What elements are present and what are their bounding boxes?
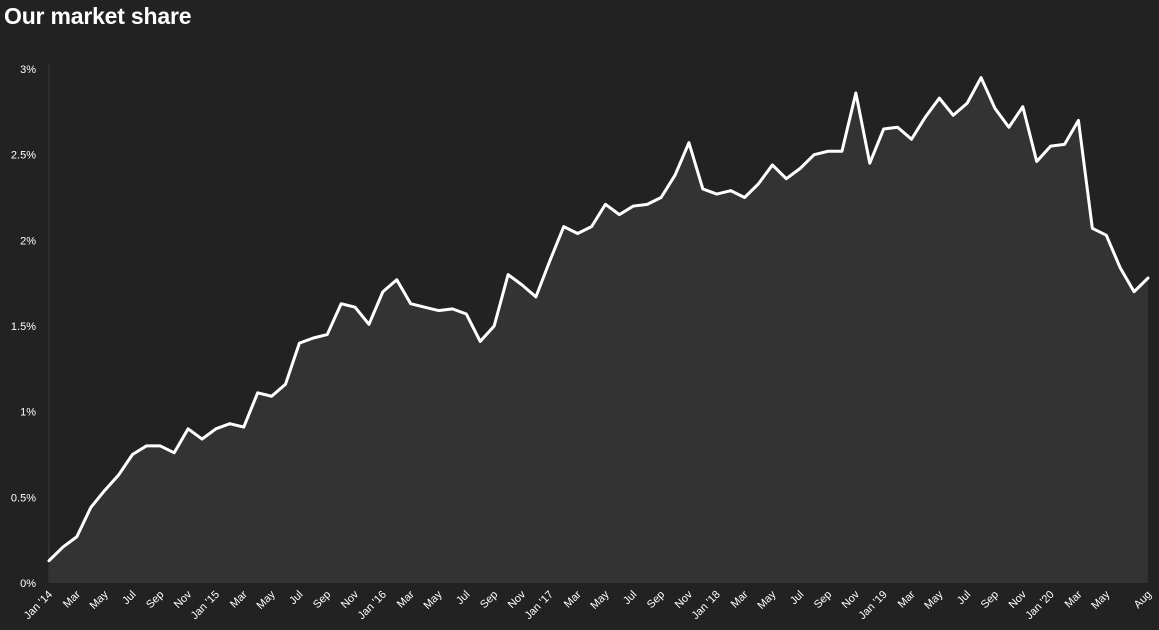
x-tick-label: Sep <box>812 589 834 611</box>
y-tick-label: 3% <box>20 64 36 76</box>
x-tick-label: Jan '19 <box>856 589 889 622</box>
x-tick-label: Jan '18 <box>690 589 723 622</box>
x-tick-label: Jan '15 <box>189 589 222 622</box>
x-tick-label: Mar <box>228 588 250 610</box>
x-tick-label: Jan '17 <box>523 589 556 622</box>
x-tick-label: Mar <box>729 588 751 610</box>
page-title: Our market share <box>4 3 192 29</box>
area-fill <box>49 77 1148 583</box>
y-tick-label: 0% <box>20 578 36 590</box>
x-tick-label: Jul <box>621 589 639 607</box>
x-tick-label: Sep <box>979 589 1001 611</box>
x-tick-label: Mar <box>395 588 417 610</box>
x-tick-label: Nov <box>840 588 863 611</box>
x-tick-label: May <box>1089 588 1113 612</box>
x-tick-label: Aug <box>1132 589 1154 611</box>
x-tick-label: Jul <box>454 589 472 607</box>
x-tick-label: Nov <box>673 588 696 611</box>
x-tick-label: Mar <box>1063 588 1085 610</box>
x-tick-label: Sep <box>478 589 500 611</box>
x-tick-label: Sep <box>645 589 667 611</box>
y-tick-label: 1% <box>20 407 36 419</box>
x-tick-label: May <box>588 588 612 612</box>
x-tick-label: May <box>922 588 946 612</box>
x-tick-label: Jul <box>788 589 806 607</box>
x-tick-label: May <box>421 588 445 612</box>
y-axis: 0% 0.5% 1% 1.5% 2% 2.5% 3% <box>11 64 50 590</box>
y-tick-label: 1.5% <box>11 321 36 333</box>
x-tick-label: Jul <box>955 589 973 607</box>
x-tick-label: Nov <box>339 588 362 611</box>
x-tick-label: Nov <box>1007 588 1030 611</box>
plot-area <box>47 76 1150 583</box>
x-tick-label: Jan '14 <box>22 589 55 622</box>
x-tick-label: May <box>255 588 279 612</box>
x-tick-label: Nov <box>506 588 529 611</box>
x-tick-label: Mar <box>562 588 584 610</box>
series-line <box>47 76 1150 563</box>
x-tick-label: Sep <box>144 589 166 611</box>
x-tick-label: Mar <box>896 588 918 610</box>
x-tick-label: May <box>88 588 112 612</box>
x-tick-label: Jan '16 <box>356 589 389 622</box>
x-tick-label: May <box>755 588 779 612</box>
x-tick-label: Jul <box>120 589 138 607</box>
y-tick-label: 0.5% <box>11 492 36 504</box>
y-tick-label: 2% <box>20 235 36 247</box>
x-tick-label: Jul <box>287 589 305 607</box>
x-tick-label: Mar <box>61 588 83 610</box>
y-tick-label: 2.5% <box>11 150 36 162</box>
x-tick-label: Nov <box>172 588 195 611</box>
x-tick-label: Sep <box>311 589 333 611</box>
x-tick-label: Jan '20 <box>1023 589 1056 622</box>
